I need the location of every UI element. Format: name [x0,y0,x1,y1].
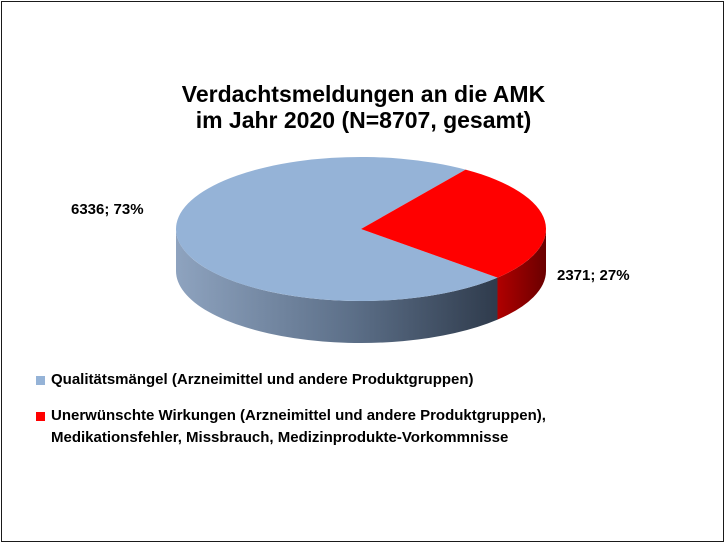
pie-side-adverse-0 [497,229,547,320]
chart-title-line-2: im Jahr 2020 (N=8707, gesamt) [195,107,532,133]
pie-slice-quality [176,156,498,301]
pie-side-quality-0 [176,229,498,344]
legend-swatch-adverse [36,412,45,421]
slice-data-label-adverse: 2371; 27% [557,267,630,284]
legend-label-adverse: Unerwünschte Wirkungen (Arzneimittel und… [51,407,546,446]
legend-swatch-quality [36,376,45,385]
chart-title-line-1: Verdachtsmeldungen an die AMK [181,81,546,107]
pie-slice-adverse [361,169,546,278]
legend-label-quality: Qualitätsmängel (Arzneimittel und andere… [51,371,474,388]
slice-data-label-quality: 6336; 73% [71,201,144,218]
